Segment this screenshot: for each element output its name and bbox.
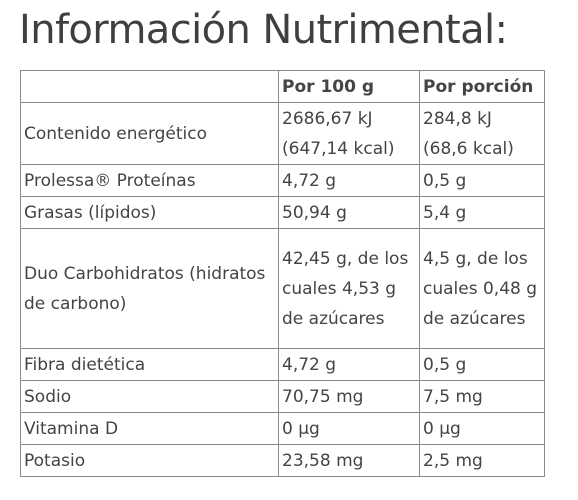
table-row: Grasas (lípidos) 50,94 g 5,4 g	[20, 196, 545, 229]
value-line: 284,8 kJ	[423, 109, 492, 129]
table-row: Sodio 70,75 mg 7,5 mg	[20, 380, 545, 413]
value-per-100g: 50,94 g	[278, 196, 420, 229]
value-per-portion: 2,5 mg	[419, 444, 545, 477]
header-cell-per-100g: Por 100 g	[278, 70, 420, 103]
nutrient-name: Fibra dietética	[20, 348, 279, 381]
header-cell-per-portion: Por porción	[419, 70, 545, 103]
table-row: Prolessa® Proteínas 4,72 g 0,5 g	[20, 164, 545, 197]
table-row: Duo Carbohidratos (hidratos de carbono) …	[20, 228, 545, 349]
table-header-row: Por 100 g Por porción	[20, 70, 545, 103]
table-row: Fibra dietética 4,72 g 0,5 g	[20, 348, 545, 381]
value-line: 2686,67 kJ	[282, 109, 373, 129]
nutrient-name: Contenido energético	[20, 102, 279, 165]
table-row: Potasio 23,58 mg 2,5 mg	[20, 444, 545, 477]
value-per-100g: 2686,67 kJ (647,14 kcal)	[278, 102, 420, 165]
nutrient-name: Duo Carbohidratos (hidratos de carbono)	[20, 228, 279, 349]
value-per-100g: 0 µg	[278, 412, 420, 445]
value-per-100g: 70,75 mg	[278, 380, 420, 413]
value-per-portion: 7,5 mg	[419, 380, 545, 413]
value-per-100g: 42,45 g, de los cuales 4,53 g de azúcare…	[278, 228, 420, 349]
value-per-portion: 0,5 g	[419, 164, 545, 197]
nutrition-table: Por 100 g Por porción Contenido energéti…	[20, 70, 545, 477]
table-row: Contenido energético 2686,67 kJ (647,14 …	[20, 102, 545, 165]
value-per-100g: 4,72 g	[278, 164, 420, 197]
value-line: (647,14 kcal)	[282, 139, 395, 159]
nutrient-name: Sodio	[20, 380, 279, 413]
table-row: Vitamina D 0 µg 0 µg	[20, 412, 545, 445]
value-per-portion: 284,8 kJ (68,6 kcal)	[419, 102, 545, 165]
nutrient-name: Grasas (lípidos)	[20, 196, 279, 229]
nutrient-name: Vitamina D	[20, 412, 279, 445]
nutrient-name: Potasio	[20, 444, 279, 477]
nutrient-name: Prolessa® Proteínas	[20, 164, 279, 197]
value-per-portion: 4,5 g, de los cuales 0,48 g de azúcares	[419, 228, 545, 349]
header-cell-nutrient	[20, 70, 279, 103]
value-per-portion: 0 µg	[419, 412, 545, 445]
page-title: Información Nutrimental:	[19, 7, 508, 53]
value-line: (68,6 kcal)	[423, 139, 514, 159]
value-per-portion: 5,4 g	[419, 196, 545, 229]
value-per-100g: 4,72 g	[278, 348, 420, 381]
value-per-100g: 23,58 mg	[278, 444, 420, 477]
value-per-portion: 0,5 g	[419, 348, 545, 381]
